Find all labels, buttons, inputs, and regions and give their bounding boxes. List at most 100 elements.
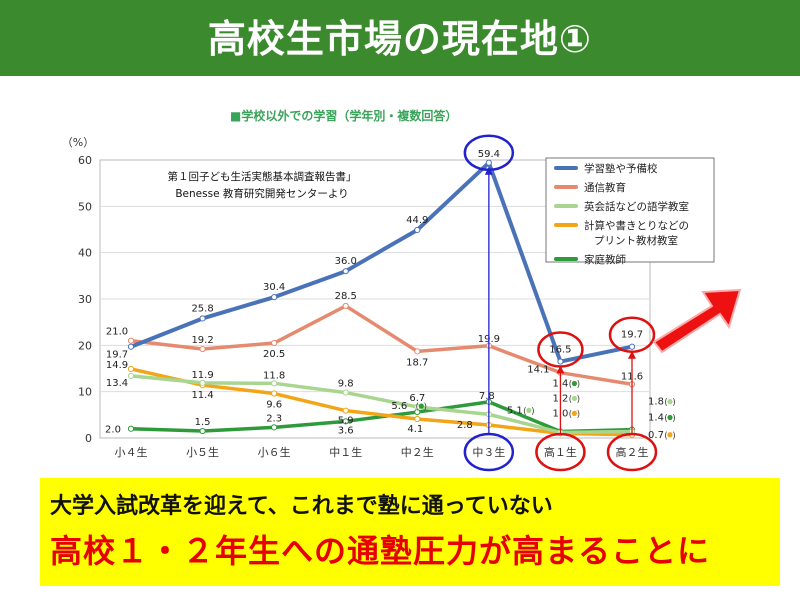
data-point-juku [485,159,492,166]
x-tick-label: 小５生 [186,445,219,459]
legend-label: 通信教育 [584,181,626,194]
data-point-juku [127,343,135,350]
data-label: 16.5 [549,345,571,356]
legend-box [545,157,715,263]
marker-dot-katei [667,414,673,421]
data-label: 5.6 [391,401,407,412]
message-box: 大学入試改革を迎えて、これまで塾に通っていない 高校１・２年生への通塾圧力が高ま… [40,478,780,586]
y-tick-label: 20 [78,339,92,352]
marker-paren-left: ( [416,403,420,413]
marker-paren-right: ) [672,414,676,424]
marker-dot-eikaiwa [571,395,578,402]
data-label: 5.9 [338,416,354,427]
data-label: 19.7 [106,350,128,361]
y-tick-label: 50 [78,200,92,213]
marker-paren-right: ) [577,410,581,420]
data-label: 5.1 [507,405,523,416]
x-tick-label: 小４生 [115,445,148,459]
series-line-katei [130,400,633,434]
marker-dot-eikaiwa [667,399,673,405]
marker-paren-left: ( [569,380,573,390]
marker-dot-print [571,410,578,416]
marker-paren-right: ) [424,403,428,413]
marker-paren-right: ) [577,380,581,390]
data-point-juku [557,358,564,365]
chart-title: ■学校以外での学習（学年別・複数回答） [230,108,457,123]
data-label: 36.0 [335,256,357,267]
marker-dot-eikaiwa [526,407,532,413]
data-label: 7.8 [479,391,495,402]
data-label: 2.8 [457,420,473,431]
source-note: 第１回子ども生活実態基本調査報告書」 [168,170,357,183]
data-label: 3.6 [338,425,354,436]
series-line-tsushin [130,304,633,386]
data-label: 0.7 [648,430,664,441]
data-point-print [127,365,135,373]
page-title: 高校生市場の現在地① [207,17,593,61]
data-point-juku [628,343,636,350]
y-tick-label: 60 [78,154,92,167]
marker-paren-left: ( [569,395,573,405]
data-label: 21.0 [106,327,128,338]
data-label: 11.8 [263,370,285,381]
series-line-eikaiwa [130,374,633,435]
x-tick-label: 中２生 [401,445,434,459]
data-point-eikaiwa [127,372,135,380]
data-label: 59.4 [478,149,500,160]
highlight-arrowhead-blue [484,166,493,175]
message-line-2: 高校１・２年生への通塾圧力が高まることに [50,532,711,570]
data-label: 25.8 [191,303,213,314]
series-line-print [130,367,633,437]
source-note: Benesse 教育研究開発センターより [175,187,348,200]
highlight-arrowhead-red [556,365,565,374]
data-label: 1.5 [195,417,211,428]
data-label: 9.8 [338,379,354,390]
data-point-katei [271,424,278,431]
marker-paren-left: ( [664,414,668,424]
highlight-arrowhead-red [628,350,636,359]
data-point-juku [342,268,349,275]
data-point-juku [271,294,278,301]
marker-paren-left: ( [569,410,573,420]
message-line-1: 大学入試改革を迎えて、これまで塾に通っていない [50,494,553,519]
marker-dot-print [667,432,673,438]
data-point-tsushin [199,345,206,353]
data-point-print [414,415,421,423]
data-label: 18.7 [406,357,428,368]
legend-label: 英会話などの語学教室 [584,200,689,213]
marker-paren-right: ) [672,431,676,441]
x-tick-label: 中３生 [472,445,505,459]
data-label: 20.5 [263,349,285,360]
data-point-katei [342,418,349,425]
data-point-print [342,407,349,414]
marker-paren-right: ) [672,398,676,408]
data-point-tsushin [342,302,349,310]
y-tick-label: 0 [85,432,92,445]
legend-label: 学習塾や予備校 [584,162,658,175]
data-point-tsushin [414,348,421,355]
data-label: 9.6 [266,400,282,411]
data-label: 19.2 [191,335,213,346]
data-point-eikaiwa [342,389,349,396]
data-label: 14.1 [527,365,549,376]
data-label: 6.7 [409,393,425,404]
marker-dot-katei [571,380,578,387]
y-tick-label: 40 [78,247,92,260]
data-point-juku [199,315,206,322]
data-label: 4.1 [407,424,423,435]
data-label: 11.9 [191,370,213,381]
data-label: 1.4 [648,413,664,424]
data-label: 1.8 [648,397,664,408]
legend-label: 家庭教師 [584,253,626,266]
data-label: 28.5 [335,291,357,302]
data-point-katei [127,425,135,432]
data-point-eikaiwa [199,379,206,386]
legend-label: 計算や書きとりなどの [584,219,689,232]
x-tick-label: 中１生 [329,445,362,459]
marker-paren-right: ) [577,395,581,405]
legend-label: プリント教材教室 [594,234,678,247]
y-tick-label: 30 [78,293,92,306]
data-point-eikaiwa [271,380,278,387]
data-point-juku [414,226,421,234]
